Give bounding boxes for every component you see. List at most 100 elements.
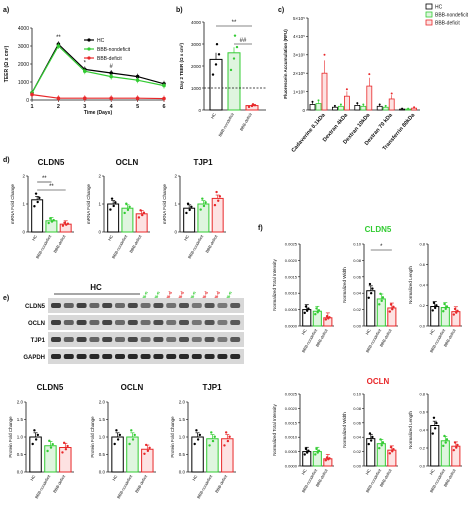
data-point (389, 303, 393, 306)
x-tick-label: 5 (136, 104, 139, 110)
bar (382, 106, 389, 111)
data-point (33, 429, 36, 432)
y-tick-label: 0 (22, 230, 25, 235)
data-point (435, 421, 438, 425)
bar (121, 207, 134, 233)
y-axis-label: mRNA Fold Change (86, 183, 91, 224)
blot-band (51, 303, 61, 308)
y-tick-label: 0.06 (353, 420, 362, 425)
blot-row-label: TJP1 (31, 338, 46, 344)
data-point (213, 435, 216, 438)
data-point (137, 216, 141, 219)
data-point (390, 92, 393, 95)
data-point (453, 441, 457, 444)
y-tick-label: 2.0 (179, 400, 186, 405)
blot-band (191, 320, 202, 325)
legend-marker (87, 38, 91, 42)
data-point (452, 448, 456, 452)
blot-band (51, 354, 61, 359)
data-point (128, 442, 131, 446)
blot-band (89, 303, 100, 308)
y-tick-label: 2.0 (99, 400, 106, 405)
blot-band (76, 354, 87, 359)
blot-band (102, 354, 113, 359)
significance-label: * (380, 244, 383, 250)
data-point (389, 445, 393, 449)
data-point (433, 427, 437, 430)
data-point (380, 299, 383, 303)
bar (107, 203, 120, 233)
blot-band (140, 337, 151, 342)
x-tick-label: HC (107, 234, 114, 242)
data-point (51, 442, 54, 446)
data-point (442, 444, 445, 448)
y-axis-label: mRNA Fold Change (162, 183, 167, 224)
blot-lane-label: BBB-n (187, 290, 197, 305)
data-point (141, 213, 144, 217)
blot-band (89, 354, 100, 359)
x-tick-label: 4 (110, 104, 114, 110)
blot-band (102, 320, 113, 325)
bar (111, 436, 124, 473)
data-point (368, 432, 372, 435)
series-line (31, 43, 165, 94)
bar (321, 72, 328, 111)
blot-band (179, 320, 189, 325)
x-tick-label: 2 (57, 104, 60, 110)
bar (337, 105, 344, 111)
y-tick-label: 5×10⁵ (293, 16, 305, 21)
data-point (201, 197, 204, 200)
blot-row-label: OCLN (28, 321, 45, 327)
blot-band (153, 337, 164, 342)
data-point (443, 434, 446, 438)
bar (388, 98, 395, 111)
blot-band (230, 303, 241, 308)
x-tick-label: BBB-nondeficit (34, 473, 52, 499)
data-point (211, 439, 215, 443)
data-point (36, 200, 39, 204)
group-title: CLDN5 (365, 225, 392, 234)
y-axis-label: Normalized Total Intensity (272, 404, 277, 456)
blot-band (102, 337, 113, 342)
y-tick-label: 4000 (191, 20, 202, 25)
data-point (325, 456, 329, 459)
y-tick-label: 0 (198, 108, 201, 113)
panel-letter: a) (3, 7, 9, 14)
data-point (442, 310, 445, 313)
chart-title: CLDN5 (38, 158, 65, 167)
data-point (445, 438, 449, 441)
bar (411, 107, 418, 111)
data-point (407, 107, 410, 110)
blot-band (115, 354, 125, 359)
blot-band (179, 354, 189, 359)
blot-band (153, 303, 164, 308)
y-tick-label: 0.0020 (285, 258, 298, 263)
y-tick-label: 0.04 (353, 291, 362, 296)
data-point (384, 104, 387, 107)
data-point (444, 307, 447, 311)
blot-band (140, 303, 151, 308)
blot-band (76, 303, 87, 308)
legend-label: HC (97, 38, 105, 44)
data-point (328, 316, 331, 319)
data-point (317, 449, 321, 452)
blot-band (127, 303, 138, 308)
blot-band (63, 337, 74, 342)
bar (360, 105, 367, 111)
y-tick-label: 0.06 (353, 274, 362, 279)
bar (126, 436, 139, 473)
y-tick-label: 0.02 (353, 307, 362, 312)
y-tick-label: 0.0010 (285, 291, 298, 296)
blot-lane-label: BBB-n (151, 290, 161, 305)
x-tick-label: Cadaverine 0.1kDa (291, 112, 328, 154)
bar (309, 104, 316, 111)
data-point (381, 441, 385, 444)
blot-band (204, 320, 215, 325)
blot-band (204, 303, 215, 308)
data-point (444, 441, 447, 444)
blot-lane-label: BBB-n (223, 290, 233, 305)
data-point (204, 201, 207, 204)
y-tick-label: 0.5 (179, 452, 186, 457)
bar (135, 213, 148, 233)
x-axis-label: Time (Days) (84, 110, 113, 116)
